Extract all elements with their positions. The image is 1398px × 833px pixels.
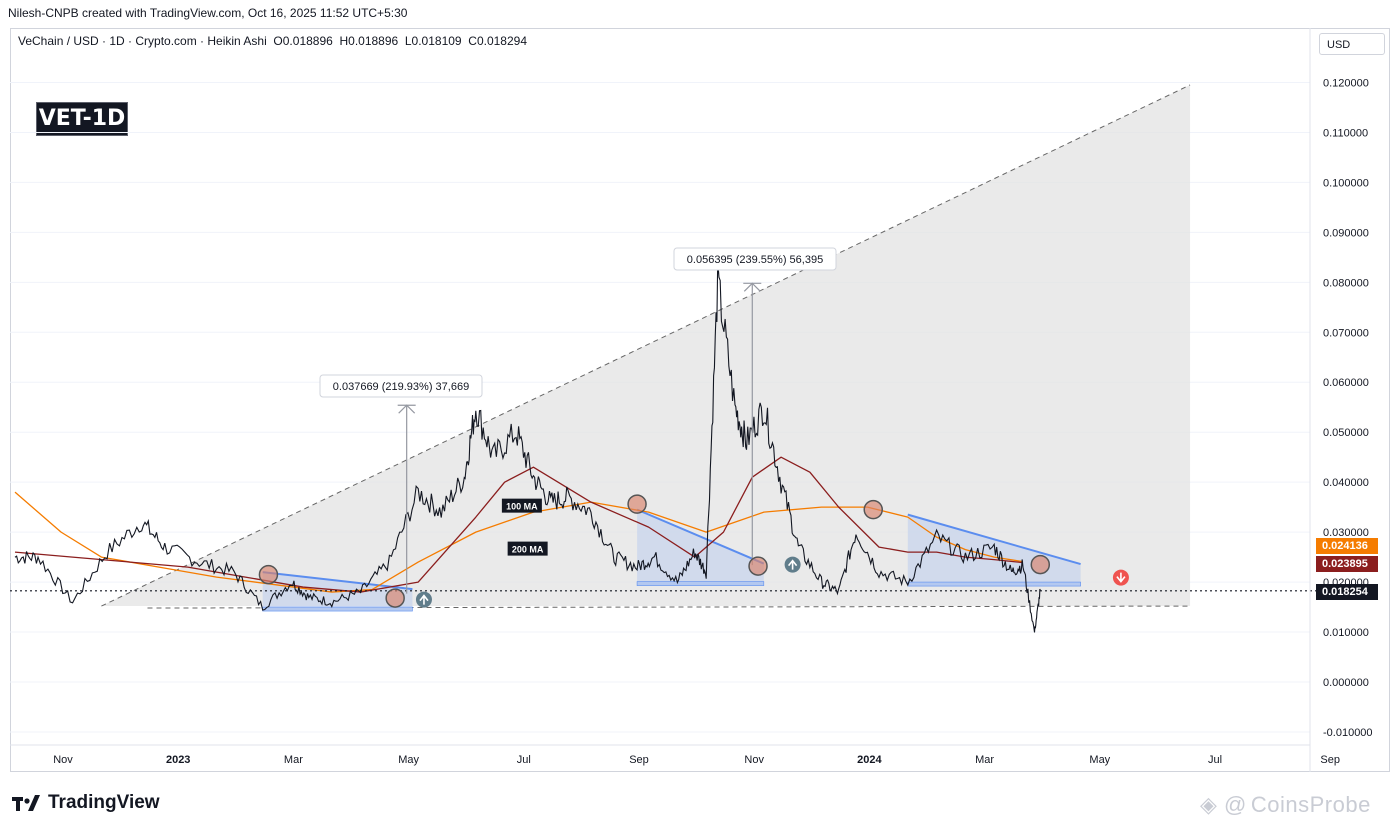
ohlc-close: C0.018294: [468, 34, 527, 48]
symbol-legend[interactable]: VeChain / USD · 1D · Crypto.com · Heikin…: [18, 34, 527, 48]
y-tick-label: 0.030000: [1323, 527, 1369, 539]
up-arrow-glyph-2: [787, 559, 798, 570]
tradingview-logo-icon: [12, 793, 42, 813]
y-tick-label: 0.050000: [1323, 427, 1369, 439]
wedge-zone-2: [637, 509, 764, 584]
measure-label-1: 0.037669 (219.93%) 37,669: [333, 381, 469, 393]
trendline-1: [262, 571, 413, 591]
x-tick-label: May: [398, 754, 419, 766]
chart-title-tag: VET-1D: [36, 102, 128, 136]
x-tick-label: Sep: [629, 754, 649, 766]
y-tick-label: 0.070000: [1323, 327, 1369, 339]
y-tick-label: 0.040000: [1323, 477, 1369, 489]
chart-frame[interactable]: [10, 28, 1390, 772]
marker-circle-6: [1030, 554, 1051, 575]
down-arrow-glyph: [1116, 572, 1126, 583]
y-tick-label: 0.080000: [1323, 277, 1369, 289]
measure-label-2: 0.056395 (239.55%) 56,395: [687, 254, 823, 266]
measure-label-box-2: [673, 247, 837, 271]
ma-label-box-1: [501, 498, 542, 513]
marker-circle-3: [627, 494, 647, 514]
y-tick-label: 0.010000: [1323, 627, 1369, 639]
ma-label-1: 100 MA: [506, 502, 538, 512]
marker-circle-5: [863, 499, 883, 520]
trendline-3: [907, 513, 1081, 566]
support-box-1: [262, 606, 413, 612]
marker-circle-4: [748, 556, 768, 576]
y-tick-label: 0.000000: [1323, 677, 1369, 689]
triangle-zone: [101, 84, 1191, 607]
x-tick-label: Nov: [744, 754, 764, 766]
x-tick-label: Nov: [53, 754, 73, 766]
y-tick-label: -0.010000: [1323, 727, 1373, 739]
x-tick-label: May: [1089, 754, 1110, 766]
trendline-2: [636, 508, 765, 565]
measure-label-box-1: [319, 374, 483, 398]
support-box-2: [636, 581, 765, 586]
y-tick-label: 0.120000: [1323, 77, 1369, 89]
currency-selector[interactable]: USD: [1319, 33, 1385, 55]
price-tag-200ma: 0.024136: [1316, 538, 1378, 554]
marker-circle-1: [258, 564, 279, 585]
y-tick-label: 0.100000: [1323, 177, 1369, 189]
chart-credit: Nilesh-CNPB created with TradingView.com…: [8, 6, 408, 20]
triangle-upper-line: [101, 84, 1191, 607]
price-tag-last: 0.018254: [1316, 584, 1378, 600]
x-tick-label: Jul: [1208, 754, 1222, 766]
ma-100-line: [14, 456, 1024, 593]
x-tick-label: Sep: [1320, 754, 1340, 766]
ohlc-open: O0.018896: [273, 34, 333, 48]
ohlc-high: H0.018896: [339, 34, 399, 48]
x-tick-label: 2024: [857, 754, 882, 766]
price-line: [14, 259, 1041, 633]
x-tick-label: Mar: [975, 754, 994, 766]
watermark: ◈ @ CoinsProbe: [1200, 792, 1371, 818]
y-tick-label: 0.110000: [1323, 127, 1368, 139]
tradingview-brand[interactable]: TradingView: [12, 792, 160, 814]
brand-name: TradingView: [48, 792, 160, 813]
price-tag-100ma: 0.023895: [1316, 556, 1378, 572]
support-box-3: [907, 581, 1081, 587]
ma-label-box-2: [507, 541, 548, 556]
watermark-text: CoinsProbe: [1250, 792, 1371, 817]
up-arrow-glyph-1: [419, 594, 429, 605]
y-tick-label: 0.060000: [1323, 377, 1369, 389]
ohlc-low: L0.018109: [404, 34, 462, 48]
symbol-description: VeChain / USD · 1D · Crypto.com · Heikin…: [18, 34, 267, 48]
ma-label-2: 200 MA: [512, 545, 544, 555]
x-tick-label: Jul: [517, 754, 531, 766]
marker-circle-2: [385, 588, 405, 608]
y-tick-label: 0.090000: [1323, 227, 1369, 239]
x-tick-label: Mar: [284, 754, 303, 766]
x-tick-label: 2023: [166, 754, 190, 766]
watermark-logo-icon: ◈ @: [1200, 792, 1247, 817]
